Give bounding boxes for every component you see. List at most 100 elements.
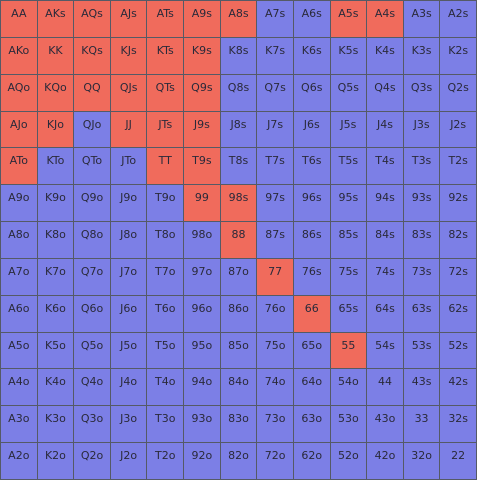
hand-cell[interactable]: T8s — [220, 148, 258, 186]
hand-cell[interactable]: 64s — [367, 295, 404, 333]
hand-cell[interactable]: Q3o — [74, 406, 111, 444]
hand-cell[interactable]: 63o — [293, 406, 331, 444]
hand-cell[interactable]: JJ — [110, 111, 148, 149]
hand-cell[interactable]: 42s — [440, 369, 477, 407]
hand-cell[interactable]: K2o — [37, 443, 75, 480]
hand-cell[interactable]: Q9o — [74, 185, 111, 223]
hand-cell[interactable]: J3o — [110, 406, 148, 444]
hand-cell[interactable]: AKs — [37, 1, 75, 38]
hand-cell[interactable]: Q8s — [220, 74, 258, 112]
hand-cell[interactable]: 43s — [403, 369, 441, 407]
hand-cell[interactable]: 84o — [220, 369, 258, 407]
hand-cell[interactable]: AQs — [74, 1, 111, 38]
hand-cell[interactable]: QJs — [110, 74, 148, 112]
hand-cell[interactable]: 65s — [330, 295, 368, 333]
hand-cell[interactable]: 84s — [367, 222, 404, 259]
hand-cell[interactable]: T6s — [293, 148, 331, 186]
hand-cell[interactable]: 63s — [403, 295, 441, 333]
hand-cell[interactable]: T2o — [147, 443, 185, 480]
hand-cell[interactable]: KK — [37, 37, 75, 75]
hand-cell[interactable]: KJo — [37, 111, 75, 149]
hand-cell[interactable]: 65o — [293, 332, 331, 370]
hand-cell[interactable]: 33 — [403, 406, 441, 444]
hand-cell[interactable]: AKo — [1, 37, 38, 75]
hand-cell[interactable]: 62s — [440, 295, 477, 333]
hand-cell[interactable]: 54o — [330, 369, 368, 407]
hand-cell[interactable]: T9s — [184, 148, 221, 186]
hand-cell[interactable]: JTs — [147, 111, 185, 149]
hand-cell[interactable]: 97s — [257, 185, 294, 223]
hand-cell[interactable]: A8o — [1, 222, 38, 259]
hand-cell[interactable]: Q2s — [440, 74, 477, 112]
hand-cell[interactable]: J8s — [220, 111, 258, 149]
hand-cell[interactable]: 74s — [367, 258, 404, 296]
hand-cell[interactable]: K3s — [403, 37, 441, 75]
hand-cell[interactable]: 88 — [220, 222, 258, 259]
hand-cell[interactable]: 42o — [367, 443, 404, 480]
hand-cell[interactable]: 64o — [293, 369, 331, 407]
hand-cell[interactable]: T7o — [147, 258, 185, 296]
hand-cell[interactable]: QJo — [74, 111, 111, 149]
hand-cell[interactable]: 87o — [220, 258, 258, 296]
hand-cell[interactable]: A9o — [1, 185, 38, 223]
hand-cell[interactable]: 86s — [293, 222, 331, 259]
hand-cell[interactable]: 22 — [440, 443, 477, 480]
hand-cell[interactable]: A2s — [440, 1, 477, 38]
hand-cell[interactable]: A5s — [330, 1, 368, 38]
hand-cell[interactable]: Q4o — [74, 369, 111, 407]
hand-cell[interactable]: J2o — [110, 443, 148, 480]
hand-cell[interactable]: Q2o — [74, 443, 111, 480]
hand-cell[interactable]: T2s — [440, 148, 477, 186]
hand-cell[interactable]: 54s — [367, 332, 404, 370]
hand-cell[interactable]: 94s — [367, 185, 404, 223]
hand-cell[interactable]: 74o — [257, 369, 294, 407]
hand-cell[interactable]: 73o — [257, 406, 294, 444]
hand-cell[interactable]: K9s — [184, 37, 221, 75]
hand-cell[interactable]: J2s — [440, 111, 477, 149]
hand-cell[interactable]: T9o — [147, 185, 185, 223]
hand-cell[interactable]: 83s — [403, 222, 441, 259]
hand-cell[interactable]: 93o — [184, 406, 221, 444]
hand-cell[interactable]: 85o — [220, 332, 258, 370]
hand-cell[interactable]: 52o — [330, 443, 368, 480]
hand-cell[interactable]: T3o — [147, 406, 185, 444]
hand-cell[interactable]: T4s — [367, 148, 404, 186]
hand-cell[interactable]: 76s — [293, 258, 331, 296]
hand-cell[interactable]: 82s — [440, 222, 477, 259]
hand-cell[interactable]: 96s — [293, 185, 331, 223]
hand-cell[interactable]: 43o — [367, 406, 404, 444]
hand-cell[interactable]: 44 — [367, 369, 404, 407]
hand-cell[interactable]: QTs — [147, 74, 185, 112]
hand-cell[interactable]: A3o — [1, 406, 38, 444]
hand-cell[interactable]: J6o — [110, 295, 148, 333]
hand-cell[interactable]: A3s — [403, 1, 441, 38]
hand-cell[interactable]: 75o — [257, 332, 294, 370]
hand-cell[interactable]: ATs — [147, 1, 185, 38]
hand-cell[interactable]: Q5s — [330, 74, 368, 112]
hand-cell[interactable]: T8o — [147, 222, 185, 259]
hand-cell[interactable]: 83o — [220, 406, 258, 444]
hand-cell[interactable]: 95s — [330, 185, 368, 223]
hand-cell[interactable]: 53o — [330, 406, 368, 444]
hand-cell[interactable]: 66 — [293, 295, 331, 333]
hand-cell[interactable]: J5s — [330, 111, 368, 149]
hand-cell[interactable]: 97o — [184, 258, 221, 296]
hand-cell[interactable]: JTo — [110, 148, 148, 186]
hand-cell[interactable]: 72o — [257, 443, 294, 480]
hand-cell[interactable]: Q3s — [403, 74, 441, 112]
hand-cell[interactable]: J9o — [110, 185, 148, 223]
hand-cell[interactable]: A8s — [220, 1, 258, 38]
hand-cell[interactable]: A5o — [1, 332, 38, 370]
hand-cell[interactable]: T5o — [147, 332, 185, 370]
hand-cell[interactable]: 53s — [403, 332, 441, 370]
hand-cell[interactable]: 72s — [440, 258, 477, 296]
hand-cell[interactable]: T3s — [403, 148, 441, 186]
hand-cell[interactable]: J4s — [367, 111, 404, 149]
hand-cell[interactable]: Q8o — [74, 222, 111, 259]
hand-cell[interactable]: 75s — [330, 258, 368, 296]
hand-cell[interactable]: T7s — [257, 148, 294, 186]
hand-cell[interactable]: K8o — [37, 222, 75, 259]
hand-cell[interactable]: J8o — [110, 222, 148, 259]
hand-cell[interactable]: Q5o — [74, 332, 111, 370]
hand-cell[interactable]: A6o — [1, 295, 38, 333]
